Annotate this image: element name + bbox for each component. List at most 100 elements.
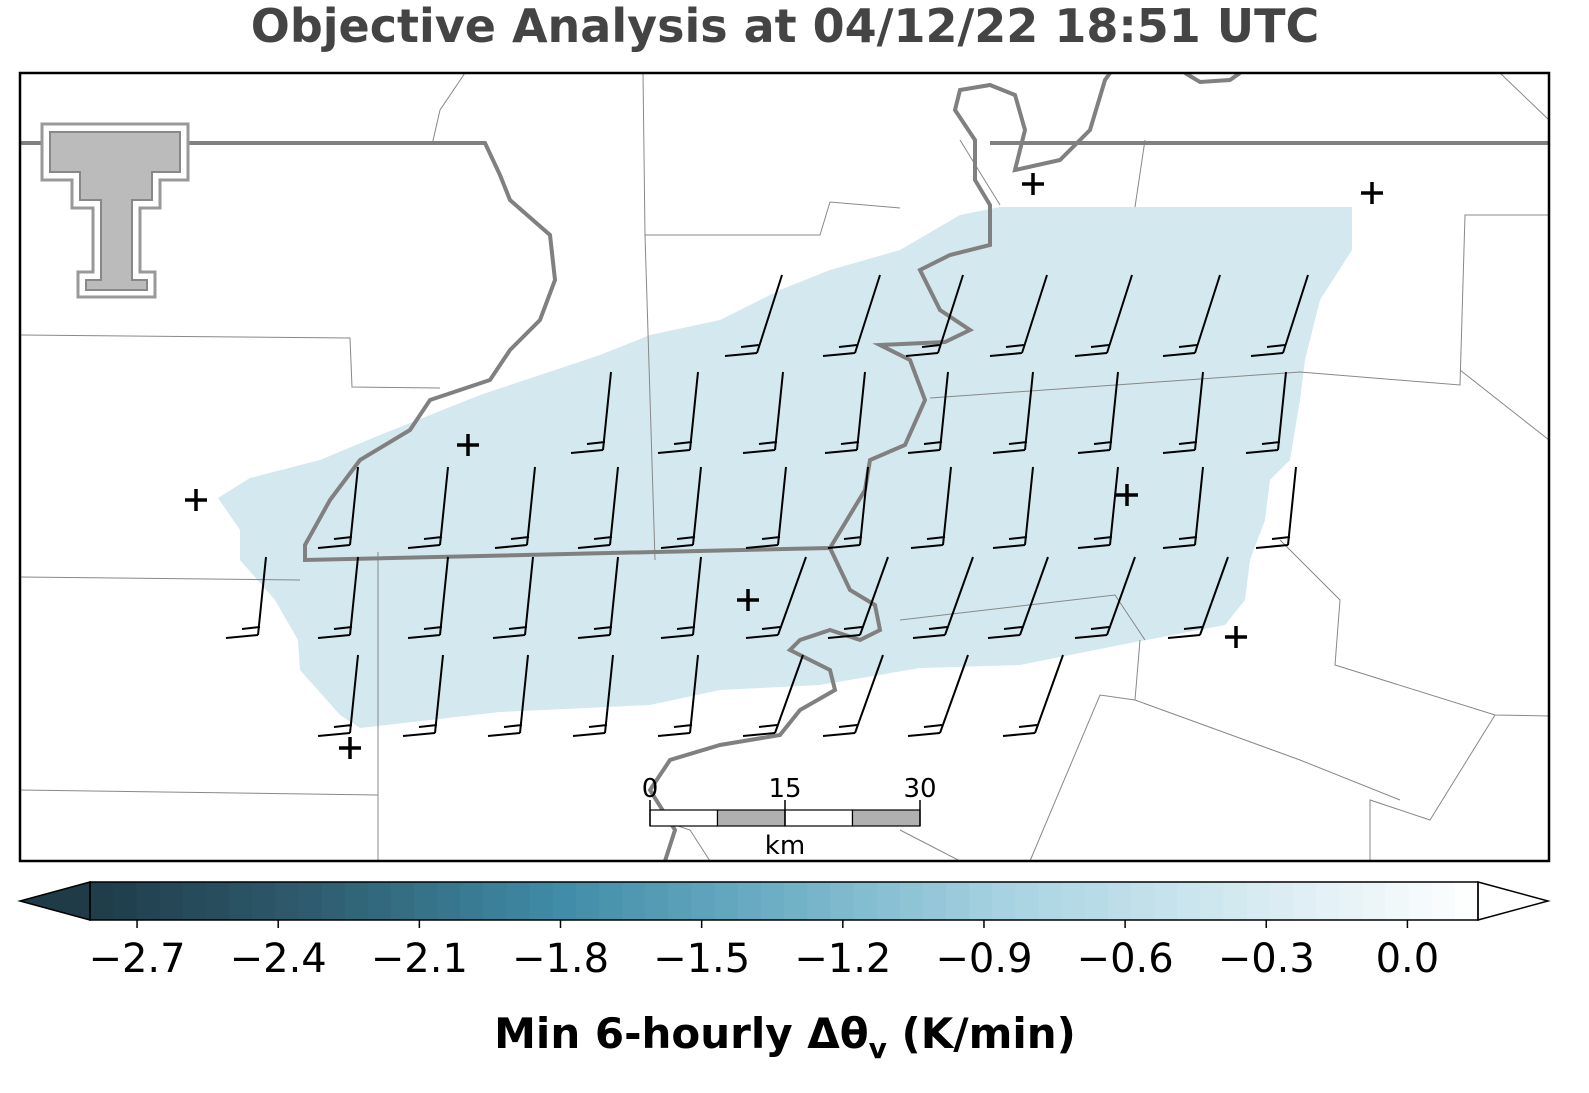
barb (724, 274, 783, 357)
colorbar-segment (899, 882, 924, 920)
colorbar-tick-label: −1.8 (512, 936, 609, 982)
station-marker (1361, 182, 1383, 204)
colorbar-segment (367, 882, 392, 920)
barb (657, 654, 699, 737)
colorbar-tick-label: −1.2 (794, 936, 891, 982)
barb (1077, 371, 1119, 454)
barb (572, 654, 614, 737)
barb (1255, 466, 1297, 549)
barb (317, 466, 359, 549)
barb (912, 556, 974, 639)
barb (1245, 371, 1287, 454)
colorbar-segment (830, 882, 854, 920)
colorbar-segment (969, 882, 993, 920)
colorbar-segment (1316, 882, 1340, 920)
colorbar-segment (90, 882, 114, 920)
colorbar-segment (437, 882, 461, 920)
colorbar-outline (89, 881, 1479, 921)
title: Objective Analysis at 04/12/22 18:51 UTC (251, 0, 1320, 53)
state-line (20, 73, 1549, 861)
colorbar-segment (1269, 882, 1294, 920)
colorbar-tick-label: −2.4 (230, 936, 327, 982)
colorbar-segment (760, 882, 785, 920)
barb (745, 466, 787, 549)
colorbar-tick-label: −0.9 (935, 936, 1032, 982)
colorbar-tick-label: −0.3 (1218, 936, 1315, 982)
colorbar-segment (1408, 882, 1433, 920)
colorbar-segment (1038, 882, 1063, 920)
colorbar-segment (1154, 882, 1178, 920)
colorbar-segment (1385, 882, 1410, 920)
barb (657, 371, 699, 454)
scale-label: 30 (903, 774, 936, 804)
colorbar-segment (159, 882, 184, 920)
colorbar-segment (922, 882, 947, 920)
barb (660, 556, 702, 639)
map: 0 15 30 km (20, 73, 1549, 861)
colorbar-segment (622, 882, 646, 920)
colorbar: −2.7 −2.4 −2.1 −1.8 −1.5 −1.2 −0.9 −0.6 −0.3 0.0 (17, 881, 1551, 982)
barb (487, 654, 529, 737)
scale-segment (851, 809, 921, 827)
colorbar-segment (807, 882, 831, 920)
colorbar-segment (1084, 882, 1109, 920)
colorbar-label: Min 6-hourly Δθv (K/min) (494, 1009, 1076, 1065)
colorbar-segment (251, 882, 276, 920)
label-text: Min 6-hourly Δθ (494, 1009, 869, 1058)
colorbar-segment (1246, 882, 1271, 920)
scale-unit: km (765, 831, 805, 861)
barb (992, 371, 1034, 454)
barb (1167, 556, 1229, 639)
barb (494, 466, 536, 549)
scale-bar: 0 15 30 km (642, 774, 937, 861)
colorbar-tick-label: −1.5 (653, 936, 750, 982)
colorbar-segment (992, 882, 1016, 920)
barb (822, 274, 881, 357)
barb (989, 274, 1048, 357)
colorbar-segment (1223, 882, 1248, 920)
colorbar-segment (575, 882, 600, 920)
colorbar-segment (945, 882, 970, 920)
scale-segment (716, 809, 786, 827)
colorbar-segment (1107, 882, 1132, 920)
station-marker (1022, 173, 1044, 195)
barb (742, 654, 804, 737)
colorbar-tick-label: 0.0 (1376, 936, 1440, 982)
station-markers (185, 173, 1383, 759)
barb (907, 371, 949, 454)
colorbar-segment (598, 882, 623, 920)
colorbar-segment (275, 882, 299, 920)
station-marker (1225, 626, 1247, 648)
colorbar-segment (113, 882, 137, 920)
colorbar-segment (182, 882, 207, 920)
barb (1162, 466, 1204, 549)
barb (822, 654, 884, 737)
barb (992, 466, 1034, 549)
colorbar-segment (784, 882, 808, 920)
barb (570, 371, 612, 454)
colorbar-extend-max (1477, 881, 1551, 921)
barb (225, 556, 267, 639)
colorbar-segment (1339, 882, 1363, 920)
barb (1002, 654, 1064, 737)
barb (317, 556, 359, 639)
scale-segment (649, 809, 719, 827)
station-marker (737, 589, 759, 611)
colorbar-segment (853, 882, 878, 920)
wind-barbs (225, 274, 1309, 737)
barb (907, 654, 969, 737)
colorbar-segment (714, 882, 739, 920)
colorbar-segment (413, 882, 438, 920)
barb (1162, 274, 1221, 357)
barb (987, 556, 1049, 639)
station-marker (339, 737, 361, 759)
colorbar-segment (1454, 882, 1479, 920)
colorbar-extend-min (17, 881, 91, 921)
label-subscript: v (869, 1032, 887, 1065)
colorbar-segment (1292, 882, 1317, 920)
barb (1074, 556, 1136, 639)
colorbar-segment (1431, 882, 1456, 920)
borders (20, 73, 1549, 861)
barb (905, 274, 964, 357)
